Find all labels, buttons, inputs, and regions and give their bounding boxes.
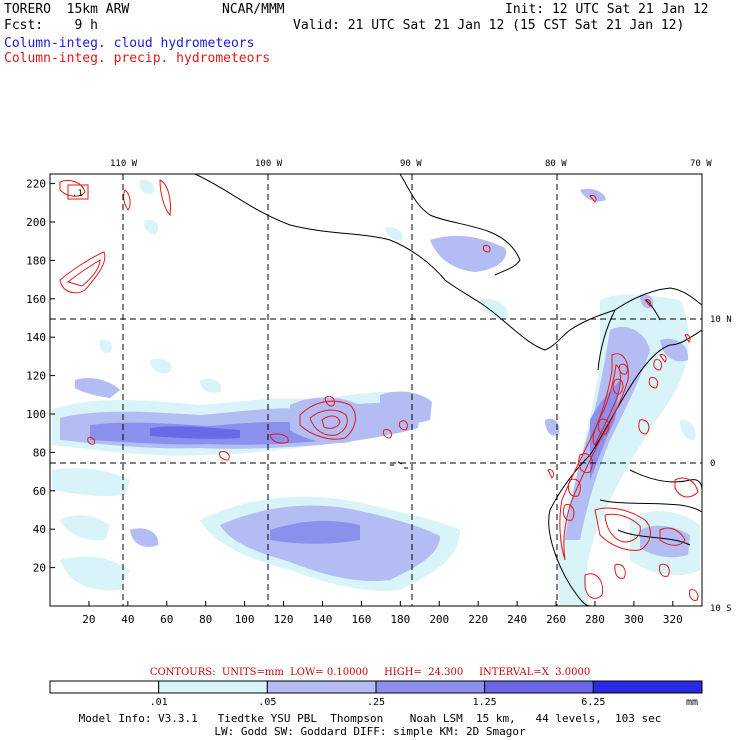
lat-label-10s: 10 S	[710, 604, 732, 614]
y-tick-label: 120	[26, 370, 46, 383]
y-tick-label: 220	[26, 178, 46, 191]
legend-swatch	[592, 680, 703, 694]
contour-label-text: .1	[72, 189, 83, 199]
map-plot-area	[50, 174, 702, 606]
x-tick-label: 260	[546, 613, 566, 626]
x-tick-label: 160	[351, 613, 371, 626]
lat-label-10n: 10 N	[710, 315, 732, 325]
field-cloud-label: Column-integ. cloud hydrometeors	[4, 36, 255, 51]
init-time: Init: 12 UTC Sat 21 Jan 12	[505, 2, 709, 17]
x-tick-label: 180	[390, 613, 410, 626]
y-tick-label: 100	[26, 408, 46, 421]
center-name: NCAR/MMM	[222, 2, 285, 17]
y-tick-label: 80	[33, 446, 46, 459]
y-tick-label: 20	[33, 562, 46, 575]
plot-frame	[49, 173, 703, 607]
contour-label-box	[67, 184, 89, 200]
color-legend: .01 .05 .25 1.25 6.25 mm	[49, 680, 703, 708]
x-tick-label: 140	[313, 613, 333, 626]
x-tick-label: 120	[274, 613, 294, 626]
x-tick-label: 320	[663, 613, 683, 626]
valid-time: Valid: 21 UTC Sat 21 Jan 12 (15 CST Sat …	[293, 18, 685, 33]
x-tick-label: 280	[585, 613, 605, 626]
legend-label: 1.25	[473, 697, 497, 708]
forecast-hour: Fcst: 9 h	[4, 18, 98, 33]
y-tick-label: 40	[33, 523, 46, 536]
x-tick-label: 200	[429, 613, 449, 626]
lon-labels: 110 W 100 W 90 W 80 W 70 W	[110, 159, 712, 169]
legend-swatch	[375, 680, 486, 694]
x-tick-label: 100	[235, 613, 255, 626]
legend-label: .05	[258, 697, 276, 708]
model-name: TORERO 15km ARW	[4, 2, 130, 17]
legend-label: .01	[150, 697, 168, 708]
field-precip-label: Column-integ. precip. hydrometeors	[4, 51, 271, 66]
lon-label-110w: 110 W	[110, 159, 138, 169]
x-tick-label: 20	[82, 613, 95, 626]
y-tick-label: 180	[26, 254, 46, 267]
y-tick-label: 160	[26, 293, 46, 306]
lon-label-80w: 80 W	[545, 159, 567, 169]
legend-swatch	[266, 680, 377, 694]
lat-labels: 10 N 0 10 S	[710, 315, 732, 614]
x-tick-label: 80	[199, 613, 212, 626]
legend-swatch	[484, 680, 594, 694]
legend-swatch	[49, 680, 160, 694]
lat-lon-grid	[50, 174, 702, 606]
legend-swatch	[158, 680, 268, 694]
cloud-shading	[52, 179, 700, 606]
lon-label-70w: 70 W	[690, 159, 712, 169]
lon-label-100w: 100 W	[255, 159, 283, 169]
y-tick-label: 140	[26, 331, 46, 344]
x-tick-label: 220	[468, 613, 488, 626]
model-info-line2: LW: Godd SW: Goddard DIFF: simple KM: 2D…	[214, 725, 526, 738]
x-tick-label: 240	[507, 613, 527, 626]
x-tick-label: 300	[624, 613, 644, 626]
lon-label-90w: 90 W	[400, 159, 422, 169]
y-tick-label: 60	[33, 485, 46, 498]
contours-info: CONTOURS: UNITS=mm LOW= 0.10000 HIGH= 24…	[149, 667, 591, 678]
y-tick-label: 200	[26, 216, 46, 229]
legend-unit: mm	[686, 697, 698, 708]
x-tick-label: 60	[160, 613, 173, 626]
lat-label-0: 0	[710, 459, 715, 469]
model-info-line1: Model Info: V3.3.1 Tiedtke YSU PBL Thomp…	[78, 712, 662, 725]
x-tick-label: 40	[121, 613, 134, 626]
legend-label: .25	[367, 697, 385, 708]
axis-ticks: 20 40 60 80 100 120 140 160 180 200 220 240 260 280 30…	[26, 178, 683, 626]
precip-contours	[59, 179, 699, 601]
legend-label: 6.25	[581, 697, 605, 708]
